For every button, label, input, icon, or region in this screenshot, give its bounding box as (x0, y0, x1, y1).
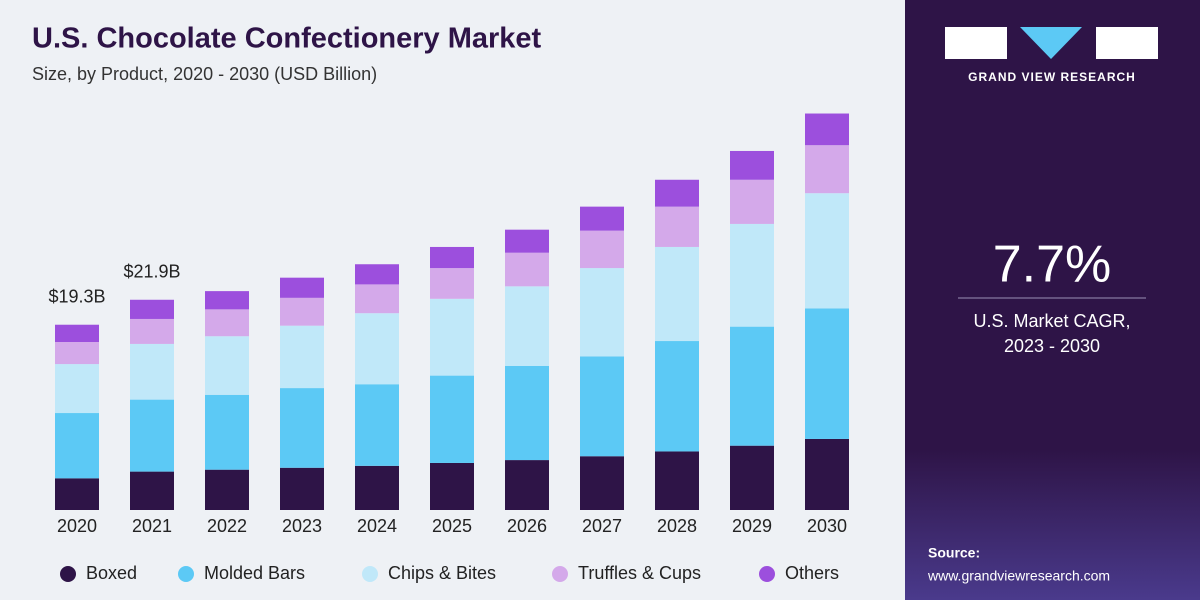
side-panel (905, 0, 1200, 600)
bar-segment (655, 206, 699, 247)
logo-block (945, 27, 1007, 59)
bar-segment (205, 291, 249, 310)
bar-segment (130, 399, 174, 472)
bar-segment (205, 309, 249, 337)
x-tick-label: 2030 (807, 516, 847, 536)
bar-segment (655, 179, 699, 207)
bar-segment (730, 223, 774, 327)
bar-segment (730, 150, 774, 180)
x-tick-label: 2026 (507, 516, 547, 536)
total-label: $21.9B (123, 262, 180, 282)
x-tick-label: 2022 (207, 516, 247, 536)
bar-segment (430, 462, 474, 510)
cagr-label: U.S. Market CAGR, (973, 311, 1130, 331)
bar-segment (730, 179, 774, 224)
bar-segment (355, 384, 399, 466)
total-label: $19.3B (48, 286, 105, 306)
bar-segment (55, 478, 99, 510)
chart-title: U.S. Chocolate Confectionery Market (32, 23, 542, 55)
bar-segment (580, 206, 624, 231)
bar-segment (805, 438, 849, 510)
bar-segment (55, 364, 99, 414)
bar-segment (505, 252, 549, 287)
cagr-label: 2023 - 2030 (1004, 336, 1100, 356)
bar-segment (205, 336, 249, 395)
logo-block (1096, 27, 1158, 59)
legend-swatch (178, 566, 194, 582)
bar-segment (805, 308, 849, 439)
legend-swatch (60, 566, 76, 582)
bar-segment (280, 325, 324, 389)
x-tick-label: 2024 (357, 516, 397, 536)
cagr-value: 7.7% (993, 236, 1112, 294)
x-tick-label: 2028 (657, 516, 697, 536)
bar-segment (280, 388, 324, 468)
bar-segment (130, 343, 174, 400)
bar-segment (280, 297, 324, 326)
bar-segment (655, 451, 699, 510)
bar-segment (430, 268, 474, 299)
legend-label: Boxed (86, 563, 137, 583)
bar-segment (730, 326, 774, 446)
bar-segment (730, 445, 774, 510)
x-tick-label: 2023 (282, 516, 322, 536)
x-tick-label: 2027 (582, 516, 622, 536)
bar-segment (55, 324, 99, 342)
bar-segment (355, 284, 399, 314)
source-url: www.grandviewresearch.com (927, 568, 1110, 584)
bar-segment (205, 469, 249, 510)
bar-segment (505, 286, 549, 366)
bar-segment (430, 246, 474, 269)
bar-segment (430, 298, 474, 376)
bar-segment (655, 341, 699, 452)
bar-segment (355, 313, 399, 385)
bar-segment (505, 460, 549, 510)
x-tick-label: 2021 (132, 516, 172, 536)
bar-segment (130, 299, 174, 319)
source-title: Source: (928, 545, 980, 561)
bar-segment (205, 394, 249, 470)
bar-segment (805, 193, 849, 309)
bar-segment (55, 413, 99, 479)
x-tick-label: 2025 (432, 516, 472, 536)
bar-segment (655, 246, 699, 342)
x-tick-label: 2029 (732, 516, 772, 536)
bar-segment (130, 318, 174, 344)
x-tick-label: 2020 (57, 516, 97, 536)
bar-segment (580, 230, 624, 269)
legend-label: Chips & Bites (388, 563, 496, 583)
bar-segment (505, 366, 549, 461)
legend-label: Others (785, 563, 839, 583)
bar-segment (805, 113, 849, 146)
bar-segment (280, 467, 324, 510)
legend-swatch (552, 566, 568, 582)
logo-triangle (1020, 27, 1082, 59)
legend-label: Molded Bars (204, 563, 305, 583)
bar-segment (580, 268, 624, 357)
logo (945, 27, 1158, 59)
bar-segment (355, 264, 399, 285)
bar-segment (805, 145, 849, 194)
chart-subtitle: Size, by Product, 2020 - 2030 (USD Billi… (32, 64, 377, 84)
legend-swatch (759, 566, 775, 582)
bar-segment (580, 356, 624, 457)
bar-segment (355, 465, 399, 510)
bar-segment (280, 277, 324, 298)
bar-segment (430, 375, 474, 463)
bar-segment (130, 471, 174, 510)
bar-segment (55, 342, 99, 365)
bar-segment (580, 456, 624, 510)
legend-label: Truffles & Cups (578, 563, 701, 583)
brand-name: GRAND VIEW RESEARCH (968, 70, 1136, 84)
bar-segment (505, 229, 549, 253)
legend-swatch (362, 566, 378, 582)
